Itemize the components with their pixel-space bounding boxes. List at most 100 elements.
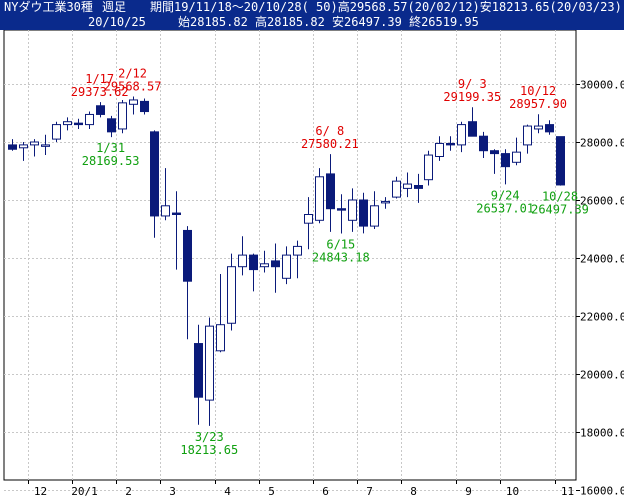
candle-up <box>392 180 401 198</box>
x-tick-label: 3 <box>169 485 176 498</box>
candle-down <box>490 150 499 155</box>
candle-up <box>238 254 247 268</box>
high-annotation-date: 2/12 <box>118 67 147 81</box>
y-tick-label: 22000.00 <box>580 311 624 324</box>
plot-frame <box>3 30 577 481</box>
candle-down <box>414 185 423 189</box>
candle-up <box>260 263 269 268</box>
x-tick-label: 2 <box>125 485 132 498</box>
low-annotation-date: 3/23 <box>195 430 224 444</box>
candle-up <box>523 125 532 146</box>
candle-down <box>183 229 192 282</box>
high-annotation-date: 9/ 3 <box>458 77 487 91</box>
x-tick-label: 5 <box>268 485 275 498</box>
low-annotation-value: 26497.39 <box>531 203 589 217</box>
x-tick-label: 20/1 <box>71 485 98 498</box>
current-date: 20/10/25 <box>88 15 146 29</box>
y-tick-label: 30000.00 <box>580 79 624 92</box>
y-tick-label: 18000.00 <box>580 427 624 440</box>
candle-down <box>140 100 149 113</box>
candle-down <box>556 136 565 186</box>
candle-up <box>293 245 302 256</box>
chart-title: NYダウ工業30種 <box>4 0 93 14</box>
candle-down <box>249 254 258 271</box>
candle-down <box>359 199 368 227</box>
x-tick-label: 6 <box>322 485 329 498</box>
candle-up <box>424 154 433 181</box>
y-tick-label: 16000.00 <box>580 485 624 498</box>
candle-up <box>304 214 313 224</box>
candle-up <box>63 121 72 126</box>
candle-down <box>501 153 510 168</box>
range-info: 期間19/11/18～20/10/28( 50)高29568.57(20/02/… <box>150 0 622 14</box>
candle-up <box>370 205 379 227</box>
y-tick-label: 28000.00 <box>580 137 624 150</box>
candle-down <box>337 208 346 211</box>
candle-up <box>348 199 357 221</box>
candle-up <box>435 142 444 157</box>
candle-down <box>74 122 83 126</box>
candle-up <box>52 124 61 140</box>
candle-up <box>19 144 28 149</box>
candle-down <box>172 212 181 216</box>
candle-up <box>85 113 94 126</box>
high-annotation-value: 29199.35 <box>443 90 501 104</box>
high-annotation-value: 29373.62 <box>71 85 129 99</box>
ohlc-readout: 始28185.82 高28185.82 安26497.39 終26519.95 <box>178 15 479 29</box>
low-annotation-value: 26537.01 <box>476 201 534 215</box>
x-tick-label: 12 <box>34 485 47 498</box>
candle-up <box>129 99 138 105</box>
x-tick-label: 8 <box>410 485 417 498</box>
candlestick-chart: 16000.00 18000.00 20000.00 22000.00 24000.00… <box>3 30 624 498</box>
low-annotation-value: 18213.65 <box>180 443 238 457</box>
candle-down <box>271 260 280 268</box>
y-tick-label: 24000.00 <box>580 253 624 266</box>
low-annotation-value: 28169.53 <box>82 154 140 168</box>
candle-down <box>96 105 105 115</box>
candle-up <box>205 325 214 401</box>
x-tick-label: 4 <box>224 485 231 498</box>
low-annotation-date: 10/28 <box>542 190 578 204</box>
candle-up <box>118 102 127 130</box>
y-tick-label: 26000.00 <box>580 195 624 208</box>
candle-up <box>457 124 466 146</box>
candle-up <box>227 266 236 324</box>
candle-down <box>446 142 455 146</box>
candle-down <box>468 121 477 137</box>
high-annotation-value: 28957.90 <box>509 97 567 111</box>
x-tick-label: 11 <box>561 485 574 498</box>
candle-up <box>216 324 225 352</box>
high-annotation-date: 10/12 <box>520 84 556 98</box>
low-annotation-value: 24843.18 <box>312 251 370 265</box>
x-tick-label: 10 <box>506 485 519 498</box>
header-row-2: 20/10/25 始28185.82 高28185.82 安26497.39 終… <box>0 15 624 30</box>
candle-down <box>479 135 488 152</box>
low-annotation-date: 1/31 <box>96 141 125 155</box>
x-tick-label: 9 <box>465 485 472 498</box>
candle-up <box>381 200 390 204</box>
candle-down <box>107 118 116 133</box>
low-annotation-date: 6/15 <box>326 238 355 252</box>
candle-up <box>30 141 39 146</box>
header-row-1: NYダウ工業30種 週足 期間19/11/18～20/10/28( 50)高29… <box>0 0 624 15</box>
high-annotation-value: 27580.21 <box>301 137 359 151</box>
candle-up <box>534 125 543 130</box>
high-annotation-date: 6/ 8 <box>315 124 344 138</box>
candle-down <box>150 131 159 217</box>
candle-up <box>403 183 412 189</box>
candle-up <box>315 176 324 221</box>
candle-down <box>326 173 335 210</box>
candle-up <box>512 151 521 163</box>
candle-up <box>282 254 291 279</box>
candle-up <box>161 205 170 217</box>
candle-down <box>8 144 17 150</box>
x-tick-label: 7 <box>366 485 373 498</box>
high-annotation-date: 1/17 <box>85 72 114 86</box>
y-tick-label: 20000.00 <box>580 369 624 382</box>
period-label: 週足 <box>102 0 127 14</box>
high-annotation-value: 29568.57 <box>104 80 162 94</box>
candle-down <box>194 343 203 398</box>
candle-down <box>545 124 554 133</box>
low-annotation-date: 9/24 <box>491 188 520 202</box>
candle-up <box>41 144 50 147</box>
